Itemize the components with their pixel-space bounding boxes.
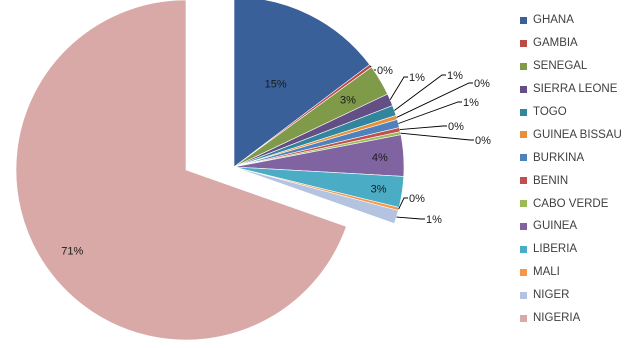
data-label-niger: 1% xyxy=(426,214,442,226)
legend-swatch xyxy=(520,177,527,185)
legend-item-ghana: GHANA xyxy=(520,9,622,32)
legend-label: NIGER xyxy=(533,289,570,302)
legend-swatch xyxy=(520,268,527,276)
legend-swatch xyxy=(520,85,527,93)
legend-item-senegal: SENEGAL xyxy=(520,55,622,78)
legend-label: BURKINA xyxy=(533,151,585,164)
legend-label: SENEGAL xyxy=(533,60,588,73)
legend-item-liberia: LIBERIA xyxy=(520,238,622,261)
leader-line-mali xyxy=(398,197,408,210)
pie-slice-ghana xyxy=(233,0,371,168)
legend-label: LIBERIA xyxy=(533,243,578,256)
legend-item-sierra-leone: SIERRA LEONE xyxy=(520,78,622,101)
legend-item-guinea: GUINEA xyxy=(520,215,622,238)
data-label-nigeria: 71% xyxy=(61,246,83,258)
data-label-mali: 0% xyxy=(409,193,425,205)
data-label-benin: 0% xyxy=(448,121,464,133)
data-label-senegal: 3% xyxy=(340,94,356,106)
data-label-guinea-bissau: 0% xyxy=(474,78,490,90)
legend-swatch xyxy=(520,200,527,208)
legend-swatch xyxy=(520,131,527,139)
legend-swatch xyxy=(520,222,527,230)
chart-legend: GHANA GAMBIA SENEGAL SIERRA LEONE TOGO GUINEA… xyxy=(520,9,622,329)
data-label-guinea: 4% xyxy=(372,152,388,164)
leader-line-sierra-leone xyxy=(389,76,408,101)
legend-label: TOGO xyxy=(533,106,567,118)
legend-item-benin: BENIN xyxy=(520,169,622,192)
legend-item-togo: TOGO xyxy=(520,101,622,124)
data-label-ghana: 15% xyxy=(265,78,287,90)
data-label-togo: 1% xyxy=(447,70,463,82)
legend-swatch xyxy=(520,62,527,70)
legend-item-niger: NIGER xyxy=(520,284,622,307)
data-label-burkina: 1% xyxy=(463,97,479,109)
legend-swatch xyxy=(520,39,527,47)
pie-slice-nigeria xyxy=(15,0,347,341)
legend-item-mali: MALI xyxy=(520,261,622,284)
legend-swatch xyxy=(520,291,527,299)
leader-line-benin xyxy=(399,125,447,131)
legend-label: GHANA xyxy=(533,14,574,27)
legend-swatch xyxy=(520,16,527,24)
data-label-sierra-leone: 1% xyxy=(409,72,425,84)
leader-line-guinea-bissau xyxy=(396,82,473,118)
legend-swatch xyxy=(520,108,527,116)
legend-label: GUINEA xyxy=(533,220,578,233)
legend-swatch xyxy=(520,314,527,322)
legend-label: NIGERIA xyxy=(533,312,581,325)
legend-label: CABO VERDE xyxy=(533,197,609,210)
leader-line-togo xyxy=(394,74,446,111)
legend-label: GUINEA BISSAU xyxy=(533,128,622,141)
legend-swatch xyxy=(520,245,527,253)
legend-swatch xyxy=(520,154,527,162)
legend-item-guinea-bissau: GUINEA BISSAU xyxy=(520,123,622,146)
legend-item-cabo-verde: CABO VERDE xyxy=(520,192,622,215)
legend-item-burkina: BURKINA xyxy=(520,146,622,169)
leader-line-cabo-verde xyxy=(400,132,474,141)
data-label-liberia: 3% xyxy=(371,184,387,196)
legend-label: MALI xyxy=(533,266,560,279)
leader-line-burkina xyxy=(398,101,462,124)
legend-label: GAMBIA xyxy=(533,37,578,50)
legend-label: SIERRA LEONE xyxy=(533,83,618,96)
data-label-gambia: 0% xyxy=(377,65,393,77)
pie-slice-niger xyxy=(233,166,399,224)
legend-item-nigeria: NIGERIA xyxy=(520,307,622,330)
data-label-cabo-verde: 0% xyxy=(475,135,491,147)
legend-item-gambia: GAMBIA xyxy=(520,32,622,55)
legend-label: BENIN xyxy=(533,174,569,187)
leader-line-niger xyxy=(396,216,425,220)
